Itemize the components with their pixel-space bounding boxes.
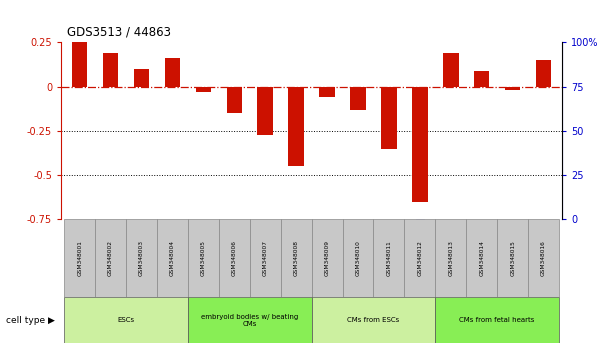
Bar (95, 219, 126, 297)
Bar (134, 69, 149, 87)
Bar (466, 219, 497, 297)
Bar (474, 71, 489, 87)
Bar (435, 297, 559, 343)
Bar (157, 219, 188, 297)
Point (477, 164, 486, 169)
Bar (219, 219, 250, 297)
Text: CMs from fetal hearts: CMs from fetal hearts (459, 318, 535, 323)
Point (322, 139, 332, 144)
Text: GSM348015: GSM348015 (510, 240, 515, 276)
Text: CMs from ESCs: CMs from ESCs (347, 318, 400, 323)
Bar (343, 219, 373, 297)
Point (353, 153, 363, 159)
Point (106, 77, 115, 82)
Bar (350, 87, 366, 110)
Text: GSM348004: GSM348004 (170, 240, 175, 276)
Point (229, 155, 239, 160)
Point (415, 211, 425, 217)
Point (291, 190, 301, 196)
Bar (443, 53, 458, 87)
Bar (536, 60, 551, 87)
Text: GDS3513 / 44863: GDS3513 / 44863 (67, 26, 171, 39)
Point (446, 77, 456, 82)
Point (384, 208, 394, 213)
Text: GSM348007: GSM348007 (263, 240, 268, 276)
Text: GSM348005: GSM348005 (201, 240, 206, 276)
Bar (497, 219, 528, 297)
Bar (64, 297, 188, 343)
Bar (412, 87, 428, 202)
Text: GSM348006: GSM348006 (232, 240, 237, 276)
Text: ESCs: ESCs (117, 318, 134, 323)
Bar (257, 87, 273, 135)
Bar (227, 87, 242, 113)
Bar (381, 87, 397, 149)
Text: GSM348003: GSM348003 (139, 240, 144, 276)
Bar (505, 87, 521, 90)
Text: GSM348012: GSM348012 (417, 240, 422, 276)
Text: GSM348002: GSM348002 (108, 240, 113, 276)
Text: GSM348008: GSM348008 (294, 240, 299, 276)
Text: embryoid bodies w/ beating
CMs: embryoid bodies w/ beating CMs (201, 314, 298, 327)
Text: GSM348014: GSM348014 (479, 240, 484, 276)
Point (75, 70, 84, 75)
Point (167, 77, 177, 82)
Bar (188, 219, 219, 297)
Bar (404, 219, 435, 297)
Bar (312, 297, 435, 343)
Bar (288, 87, 304, 166)
Text: GSM348013: GSM348013 (448, 240, 453, 276)
Bar (320, 87, 335, 97)
Text: GSM348010: GSM348010 (356, 240, 360, 276)
Text: GSM348016: GSM348016 (541, 241, 546, 276)
Bar (250, 219, 280, 297)
Text: GSM348011: GSM348011 (386, 241, 392, 276)
Bar (280, 219, 312, 297)
Point (260, 174, 270, 180)
Point (539, 80, 549, 86)
Bar (64, 219, 95, 297)
Point (199, 151, 208, 157)
Bar (373, 219, 404, 297)
Bar (435, 219, 466, 297)
Bar (188, 297, 312, 343)
Point (137, 107, 147, 113)
Text: GSM348009: GSM348009 (324, 240, 329, 276)
Bar (165, 58, 180, 87)
Bar (196, 87, 211, 92)
Bar (72, 42, 87, 87)
Bar (312, 219, 343, 297)
Bar (126, 219, 157, 297)
Text: GSM348001: GSM348001 (77, 240, 82, 276)
Point (508, 164, 518, 169)
Bar (103, 53, 119, 87)
Bar (528, 219, 559, 297)
Text: cell type ▶: cell type ▶ (6, 316, 55, 325)
